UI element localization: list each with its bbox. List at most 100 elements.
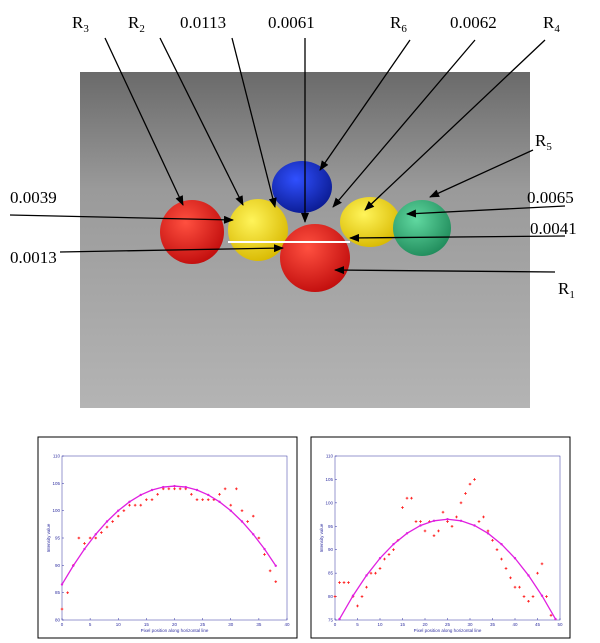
arrow [231,37,277,208]
data-point [139,503,143,507]
label: 0.0065 [527,188,574,207]
data-point [459,501,463,505]
fit-point [446,518,449,521]
y-tick-label: 105 [325,477,333,482]
x-axis-label: Pixel position along horizontal line [141,628,209,633]
data-point [83,542,86,545]
x-tick-label: 10 [377,622,383,627]
fit-point [105,520,109,523]
data-point [468,482,472,486]
data-point [473,478,476,481]
data-point [195,498,199,502]
fit-point [252,533,255,536]
data-point [94,536,98,540]
data-point [347,581,350,584]
arrow [349,233,566,242]
y-tick-label: 90 [328,547,334,552]
fit-point [207,493,210,497]
data-point [491,539,494,542]
data-point [455,515,458,519]
label-text: 0.0062 [450,13,497,32]
label-sub: 1 [569,289,575,301]
data-point [246,520,249,523]
data-point [392,548,395,552]
x-tick-label: 40 [284,622,290,627]
y-tick-label: 90 [55,563,61,568]
fit-point [365,574,368,577]
fit-point [162,485,165,489]
x-tick-label: 15 [144,622,150,627]
data-point [405,496,409,500]
data-point [218,492,221,496]
fit-point [184,485,187,489]
arrow [334,266,556,275]
x-tick-label: 15 [400,622,406,627]
x-tick-label: 10 [116,622,122,627]
data-point [540,562,544,566]
data-point [518,585,521,589]
data-point [522,595,526,598]
fit-point [500,543,503,546]
y-tick-label: 75 [328,618,334,623]
data-point [150,498,154,502]
data-point [504,567,508,570]
fit-point [117,509,120,512]
fit-point [128,500,131,504]
data-point [223,487,227,491]
x-tick-label: 50 [557,622,563,627]
x-tick-label: 30 [228,622,234,627]
data-point [531,595,535,598]
arrow [406,205,566,218]
fit-point [432,519,436,523]
label-sub: 3 [83,23,89,35]
x-tick-label: 35 [490,622,496,627]
fit-point [527,574,530,577]
fit-point [83,547,86,551]
x-axis-label: Pixel position along horizontal line [414,628,482,633]
y-tick-label: 85 [55,590,61,595]
fit-point [351,594,355,597]
y-tick-label: 100 [325,500,333,505]
data-point [190,492,193,496]
fit-point [263,547,266,551]
data-point [374,571,377,575]
data-point [500,557,503,561]
label: R6 [390,13,407,35]
x-tick-label: 40 [512,622,518,627]
data-point [229,503,233,507]
data-point [178,487,182,491]
label: R3 [72,13,89,35]
data-point [145,498,148,502]
label-text: 0.0065 [527,188,574,207]
data-point [88,536,92,540]
label-sub: 2 [139,23,145,35]
data-point [378,567,382,570]
arrow [104,37,184,206]
x-tick-label: 30 [467,622,473,627]
x-tick-label: 5 [356,622,359,627]
data-point [545,595,548,598]
y-axis-label: Intensity value [46,523,51,552]
label-text: 0.0113 [180,13,226,32]
arrow [364,39,546,211]
data-point [419,520,422,523]
data-point [536,571,539,575]
data-point [369,571,373,575]
label-text: 0.0061 [268,13,315,32]
data-point [77,536,81,540]
fit-point [486,532,490,535]
fit-point [554,617,557,621]
label-sub: 6 [401,23,407,35]
arrow [332,39,476,208]
data-point [365,585,368,589]
y-tick-label: 80 [328,594,334,599]
data-point [201,498,204,502]
fit-point [274,564,277,567]
data-point [486,529,490,533]
data-point [105,525,109,529]
label-text: R [72,13,84,32]
data-point [235,487,238,491]
data-point [509,576,512,580]
y-tick-label: 95 [328,524,334,529]
label-text: R [128,13,140,32]
